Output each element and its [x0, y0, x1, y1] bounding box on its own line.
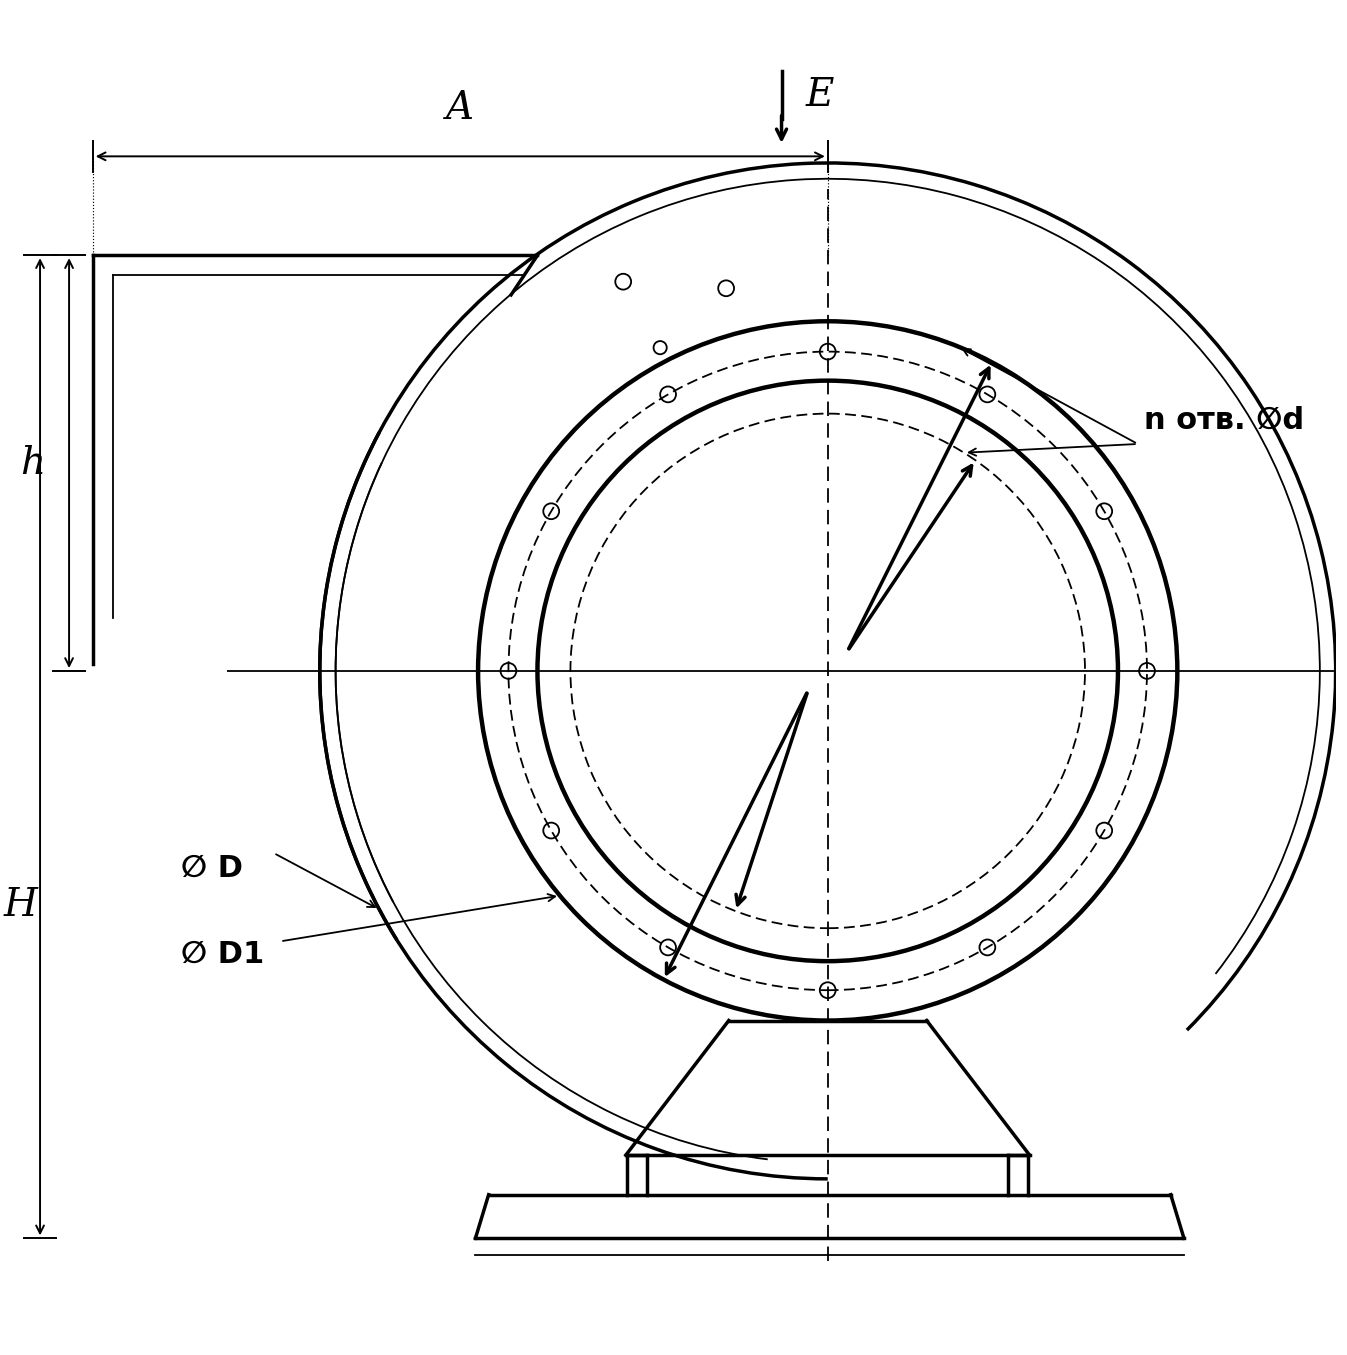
Text: E: E: [806, 77, 834, 114]
Text: n отв. ∅d: n отв. ∅d: [1145, 405, 1304, 435]
Text: ∅ D1: ∅ D1: [182, 940, 264, 969]
Text: ∅ D: ∅ D: [182, 854, 244, 883]
Text: H: H: [3, 886, 38, 924]
Text: A: A: [446, 91, 474, 127]
Text: h: h: [20, 444, 44, 481]
